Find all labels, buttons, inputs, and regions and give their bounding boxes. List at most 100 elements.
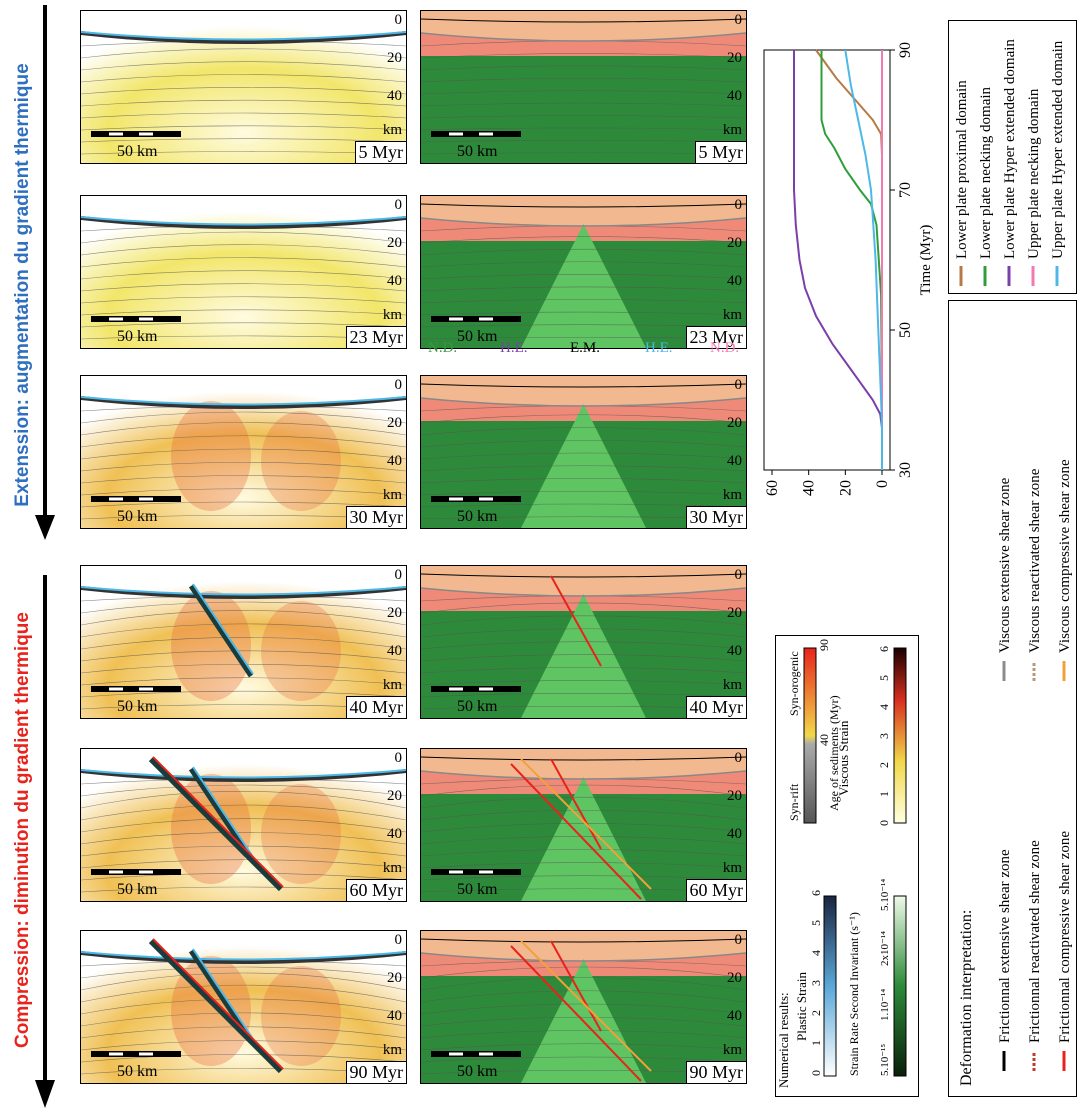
depth-label: 0 (734, 12, 743, 28)
depth-label: 40 (387, 453, 402, 469)
depth-label: 20 (387, 415, 402, 431)
plastic-tick: 3 (809, 980, 823, 986)
panel-graphic (81, 11, 406, 163)
depth-label: 0 (734, 932, 743, 948)
deformation-label: Frictionnal reactivated shear zone (1027, 840, 1043, 1043)
viscous-tick: 5 (877, 675, 891, 681)
numerical-panel: 0 20 40 km 50 km 90 Myr (80, 930, 407, 1084)
domain-legend-svg: Lower plate proximal domain Lower plate n… (954, 39, 1066, 286)
age-sediments-label: Age of sediments (Myr) (827, 695, 841, 811)
panel-graphic (81, 749, 406, 901)
depth-label: 20 (387, 235, 402, 251)
numerical-panel: 0 20 40 km 50 km 23 Myr (80, 195, 407, 349)
viscous-tick: 0 (877, 820, 891, 826)
numerical-panel: 0 20 40 km 50 km 30 Myr (80, 375, 407, 529)
depth-label: km (722, 307, 742, 323)
numerical-panel: 0 20 40 km 50 km 40 Myr (80, 565, 407, 719)
time-label: 40 Myr (685, 696, 746, 718)
depth-label: 20 (727, 788, 742, 804)
interpretation-panel: 0 20 40 km 50 km 5 Myr (420, 10, 747, 164)
depth-label: km (722, 487, 742, 503)
series-line-2 (793, 50, 883, 470)
interpretation-panel: 0 20 40 km 50 km 90 Myr (420, 930, 747, 1084)
domain-legend-label: Lower plate Hyper extended domain (1002, 39, 1018, 259)
viscous-strain-label: Viscous Strain (836, 720, 851, 796)
time-arrows (35, 5, 55, 1108)
time-label: 30 Myr (685, 506, 746, 528)
depth-label: km (382, 677, 402, 693)
series-line-4 (844, 49, 883, 470)
depth-label: 40 (387, 643, 402, 659)
age-tick: 40 (817, 734, 831, 746)
time-label: 60 Myr (345, 879, 406, 901)
viscous-tick: 2 (877, 762, 891, 768)
scale-label: 50 km (457, 698, 498, 715)
panel-graphic (81, 196, 406, 348)
scale-bar (431, 131, 521, 137)
deformation-title: Deformation interpretation: (958, 910, 975, 1086)
x-tick-label: 50 (897, 322, 914, 338)
plastic-tick: 2 (809, 1010, 823, 1016)
depth-label: 40 (387, 1008, 402, 1024)
numerical-panel: 0 20 40 km 50 km 60 Myr (80, 748, 407, 902)
y-tick-label: 40 (801, 480, 818, 496)
domain-label-nd-right: N.D. (710, 340, 740, 356)
scale-bar (91, 686, 181, 692)
depth-label: km (722, 122, 742, 138)
depth-label: 20 (727, 970, 742, 986)
scale-label: 50 km (117, 1063, 158, 1080)
domain-label-em: E.M. (570, 340, 600, 356)
strain-rate-tick: 5.10⁻¹⁴ (879, 879, 891, 911)
viscous-tick: 6 (877, 646, 891, 652)
domain-label-nd-left: N.D. (428, 340, 458, 356)
scale-bar (91, 496, 181, 502)
panel-graphic (81, 376, 406, 528)
depth-label: km (722, 1042, 742, 1058)
depth-label: 40 (727, 273, 742, 289)
x-tick-label: 90 (897, 42, 914, 58)
time-label: 40 Myr (345, 696, 406, 718)
syn-rift-label: Syn-rift (787, 783, 801, 821)
panel-graphic (421, 376, 746, 528)
plastic-tick: 5 (809, 920, 823, 926)
depth-label: km (722, 860, 742, 876)
y-tick-label: 20 (837, 480, 854, 496)
x-tick-label: 70 (897, 182, 914, 198)
time-label: 5 Myr (694, 141, 746, 163)
scale-bar (91, 1051, 181, 1057)
depth-label: 0 (734, 750, 743, 766)
plastic-tick: 1 (809, 1040, 823, 1046)
panel-graphic (421, 931, 746, 1083)
time-label: 60 Myr (685, 879, 746, 901)
numerical-panel: 0 20 40 km 50 km 5 Myr (80, 10, 407, 164)
deform-legend-svg: Deformation interpretation: Frictionnal e… (958, 459, 1073, 1086)
strain-rate-tick: 5.10⁻¹⁵ (879, 1044, 891, 1076)
depth-label: km (382, 1042, 402, 1058)
y-tick-label: 0 (874, 480, 891, 488)
scale-bar (431, 686, 521, 692)
scale-label: 50 km (457, 143, 498, 160)
scale-bar (91, 316, 181, 322)
plastic-tick: 6 (809, 890, 823, 896)
depth-label: 20 (387, 788, 402, 804)
x-tick-label: 30 (897, 462, 914, 478)
domain-labels: N.D. H.E. E.M. H.E. N.D. (420, 340, 745, 366)
depth-label: 0 (394, 12, 403, 28)
deformation-label: Viscous extensive shear zone (997, 477, 1013, 653)
plastic-strain-colorbar (823, 895, 837, 1077)
depth-label: 0 (394, 750, 403, 766)
strain-rate-label: Strain Rate Second Invariant (s⁻¹) (847, 912, 861, 1076)
viscous-strain-colorbar (893, 647, 907, 824)
domain-legend-label: Lower plate necking domain (978, 86, 994, 259)
depth-label: 20 (727, 605, 742, 621)
interpretation-panel: 0 20 40 km 50 km 40 Myr (420, 565, 747, 719)
depth-label: 20 (727, 235, 742, 251)
depth-label: 40 (727, 826, 742, 842)
scale-bar (431, 1051, 521, 1057)
scale-label: 50 km (117, 328, 158, 345)
depth-label: 40 (387, 826, 402, 842)
domain-legend-label: Upper plate Hyper extended domain (1050, 40, 1066, 259)
panel-graphic (421, 196, 746, 348)
viscous-tick: 3 (877, 733, 891, 739)
